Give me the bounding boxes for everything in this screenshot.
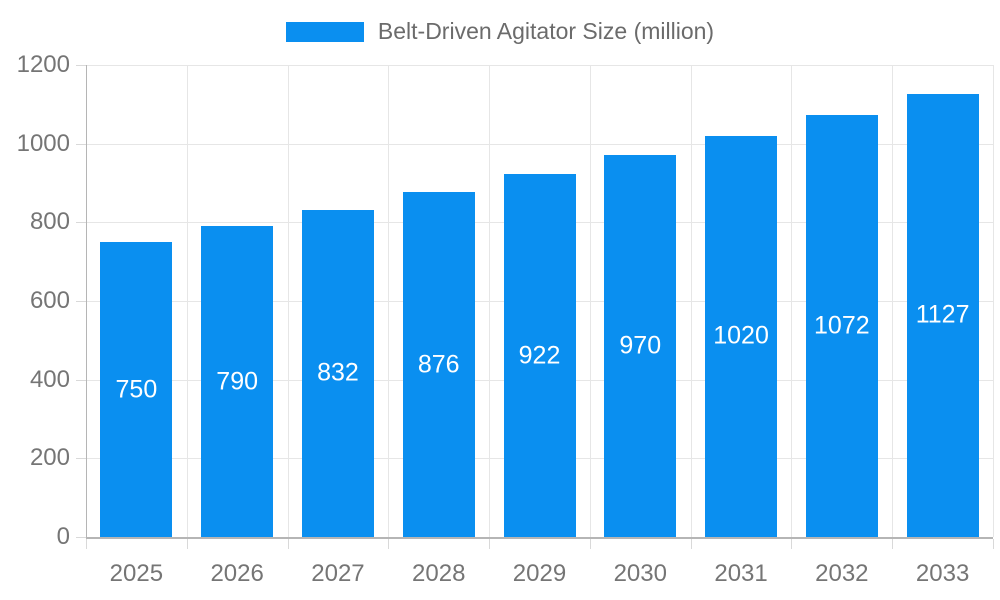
ytick-800: [76, 222, 86, 224]
ytick-200: [76, 458, 86, 460]
x-axis-label-2031: 2031: [714, 560, 768, 587]
xtick-5: [589, 539, 591, 549]
xtick-8: [892, 539, 894, 549]
y-axis-label-0: 0: [56, 523, 70, 550]
x-axis-label-2027: 2027: [311, 560, 365, 587]
x-axis-label-2030: 2030: [613, 560, 667, 587]
ytick-600: [76, 301, 86, 302]
gridline-x-6: [690, 65, 692, 537]
xtick-9: [993, 539, 994, 549]
gridline-x-5: [589, 65, 591, 537]
gridline-x-8: [892, 65, 894, 537]
xtick-0: [86, 539, 87, 549]
xtick-1: [186, 539, 188, 549]
ytick-1000: [76, 143, 86, 145]
x-axis-label-2025: 2025: [109, 560, 164, 587]
bar-value-2025: 750: [115, 375, 158, 403]
xtick-3: [388, 539, 390, 549]
bar-value-2033: 1127: [915, 300, 970, 329]
y-axis-label-400: 400: [29, 365, 70, 393]
x-axis-label-2026: 2026: [210, 560, 264, 587]
gridline-y-1000: [86, 143, 993, 145]
bar-2030[interactable]: [604, 155, 677, 537]
gridline-x-1: [186, 65, 188, 537]
y-axis-label-1000: 1000: [16, 129, 70, 157]
ytick-400: [76, 379, 86, 381]
y-axis-label-1200: 1200: [16, 51, 70, 78]
x-axis-label-2032: 2032: [815, 560, 869, 587]
bar-2032[interactable]: [805, 115, 878, 537]
x-axis-line: [86, 537, 993, 539]
bar-2028[interactable]: [402, 192, 475, 537]
xtick-7: [791, 539, 793, 549]
bar-2031[interactable]: [705, 135, 778, 537]
gridline-x-9: [993, 65, 994, 537]
bar-value-2032: 1072: [814, 311, 870, 340]
xtick-4: [489, 539, 491, 549]
y-axis-label-600: 600: [29, 287, 70, 314]
bar-value-2027: 832: [317, 358, 359, 387]
bar-value-2026: 790: [216, 367, 259, 396]
gridline-x-7: [791, 65, 793, 537]
legend[interactable]: Belt-Driven Agitator Size (million): [0, 18, 1000, 45]
bar-2025[interactable]: [100, 242, 173, 537]
x-axis-label-2029: 2029: [512, 560, 567, 587]
bar-2033[interactable]: [906, 93, 979, 537]
xtick-2: [287, 539, 289, 549]
bar-value-2028: 876: [417, 350, 460, 379]
gridline-x-4: [489, 65, 491, 537]
x-axis-label-2033: 2033: [915, 560, 970, 587]
y-axis-line: [86, 65, 87, 537]
xtick-6: [690, 539, 692, 549]
y-axis-label-800: 800: [29, 208, 70, 236]
gridline-x-3: [388, 65, 390, 537]
legend-label: Belt-Driven Agitator Size (million): [377, 18, 715, 44]
ytick-0: [76, 537, 86, 538]
bar-2026[interactable]: [201, 226, 274, 537]
bar-value-2030: 970: [619, 331, 662, 360]
bar-value-2031: 1020: [713, 321, 769, 350]
y-axis-label-200: 200: [29, 444, 70, 472]
gridline-x-2: [287, 65, 289, 537]
bar-2027[interactable]: [301, 209, 374, 537]
x-axis-label-2028: 2028: [412, 560, 466, 587]
ytick-1200: [76, 65, 86, 66]
bar-value-2029: 922: [518, 341, 561, 370]
legend-swatch: [285, 21, 364, 42]
bar-2029[interactable]: [503, 174, 576, 537]
gridline-y-1200: [86, 65, 993, 66]
